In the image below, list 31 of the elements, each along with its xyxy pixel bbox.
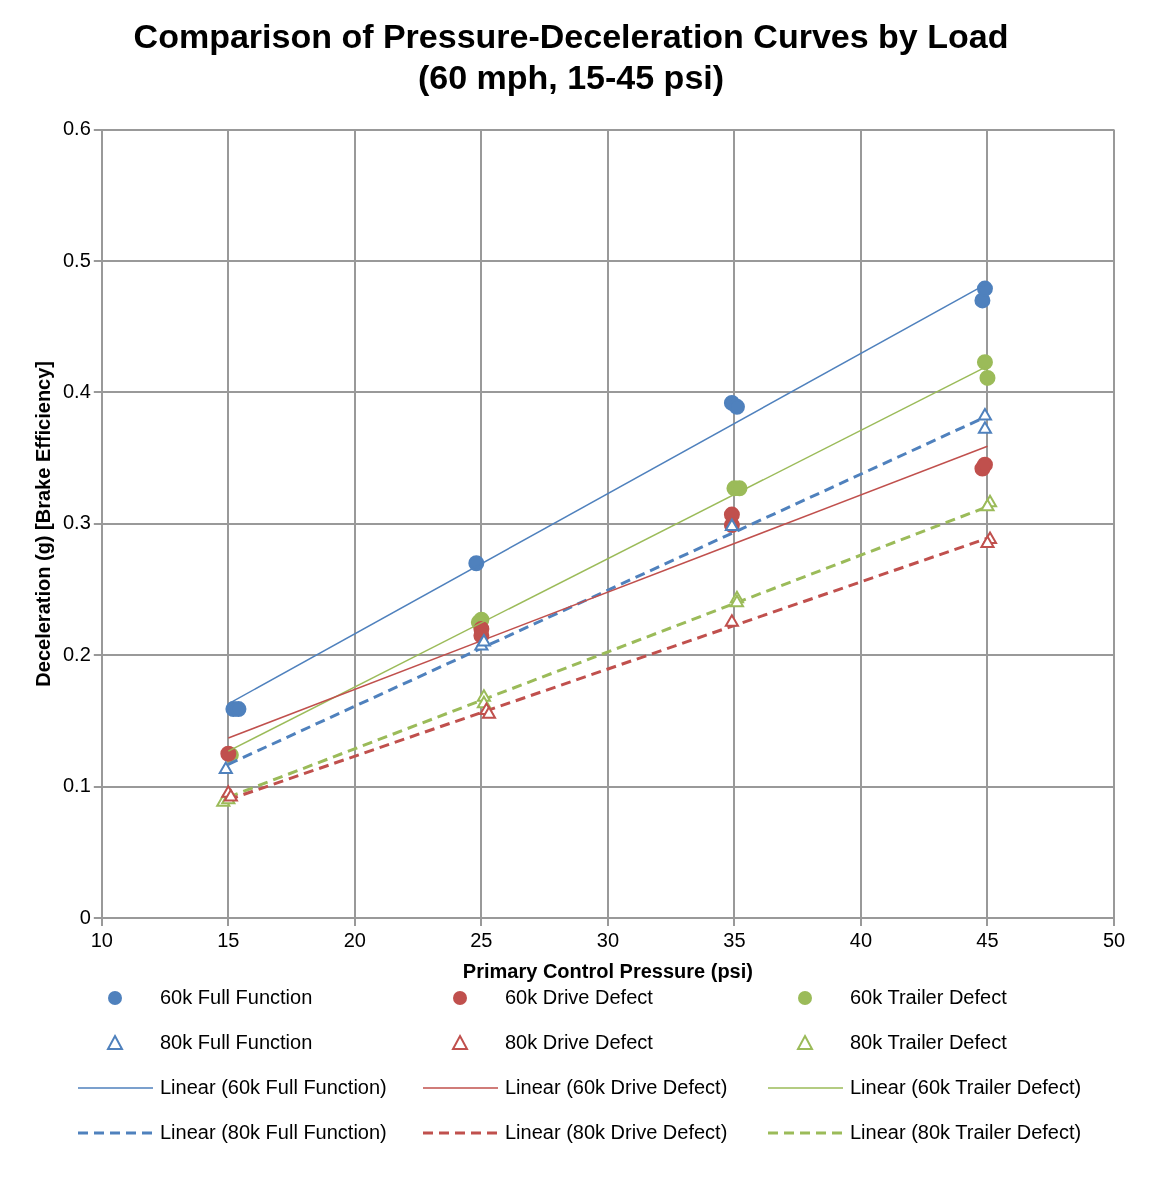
- y-tick-label: 0: [79, 905, 91, 928]
- y-tick-label: 0.3: [62, 511, 91, 534]
- x-tick-label: 40: [849, 928, 873, 951]
- legend-label: 60k Full Function: [160, 985, 313, 1008]
- x-tick-label: 25: [470, 928, 493, 951]
- x-tick-label: 35: [723, 928, 746, 951]
- legend-label: 80k Drive Defect: [505, 1030, 654, 1053]
- legend-label: Linear (80k Drive Defect): [505, 1120, 728, 1143]
- x-axis-title: Primary Control Pressure (psi): [462, 959, 753, 982]
- legend-label: Linear (60k Drive Defect): [505, 1075, 728, 1098]
- x-tick-label: 50: [1102, 928, 1126, 951]
- x-tick-label: 15: [217, 928, 240, 951]
- x-tick-label: 10: [90, 928, 113, 951]
- legend-label: 60k Drive Defect: [505, 985, 654, 1008]
- y-tick-label: 0.2: [62, 642, 91, 665]
- legend-label: Linear (80k Full Function): [160, 1120, 387, 1143]
- legend-label: Linear (60k Full Function): [160, 1075, 387, 1098]
- y-axis-title: Deceleration (g) [Brake Efficiency]: [31, 360, 54, 687]
- x-tick-label: 45: [976, 928, 999, 951]
- legend-label: 80k Trailer Defect: [850, 1030, 1008, 1053]
- chart-title: Comparison of Pressure-Deceleration Curves by Load (60 mph, 15-45 psi): [133, 16, 1009, 96]
- x-tick-label: 20: [343, 928, 366, 951]
- legend-label: Linear (60k Trailer Defect): [850, 1075, 1082, 1098]
- y-tick-label: 0.4: [62, 379, 91, 402]
- y-tick-label: 0.5: [62, 248, 91, 271]
- y-tick-label: 0.1: [62, 774, 91, 797]
- x-tick-label: 30: [596, 928, 620, 951]
- legend-label: Linear (80k Trailer Defect): [850, 1120, 1082, 1143]
- y-tick-label: 0.6: [62, 117, 91, 140]
- legend-label: 60k Trailer Defect: [850, 985, 1008, 1008]
- legend-label: 80k Full Function: [160, 1030, 313, 1053]
